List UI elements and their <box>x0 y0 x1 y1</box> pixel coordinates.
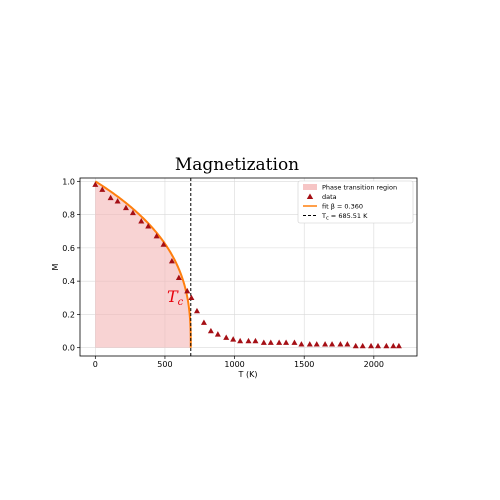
data-point <box>145 223 152 229</box>
x-tick-label: 0 <box>93 360 98 369</box>
fit-curve-layer <box>94 180 192 348</box>
data-point <box>153 233 160 239</box>
x-axis-ticks: 0 500 1000 1500 2000 <box>93 356 384 369</box>
data-point <box>129 209 136 216</box>
x-axis-label: T (K) <box>238 370 258 379</box>
y-tick-label: 0.2 <box>62 310 75 319</box>
y-tick-label: 0.6 <box>62 244 75 253</box>
legend: Phase transition region data fit β = 0.3… <box>297 180 414 224</box>
data-point <box>383 342 390 349</box>
data-point <box>160 241 167 247</box>
data-point <box>207 327 214 334</box>
legend-swatch-phase-region <box>303 184 317 190</box>
phase-transition-region <box>95 181 191 348</box>
legend-label-data: data <box>322 193 337 201</box>
data-point <box>368 342 375 349</box>
data-point <box>306 341 313 347</box>
data-point <box>168 257 175 264</box>
data-point <box>260 339 267 345</box>
data-point <box>122 204 129 211</box>
data-point <box>298 341 305 347</box>
y-tick-label: 1.0 <box>62 177 75 186</box>
data-point <box>337 341 344 347</box>
legend-marker-data <box>306 193 314 199</box>
data-point <box>395 342 402 349</box>
data-point <box>223 334 230 340</box>
x-tick-label: 2000 <box>364 360 384 369</box>
data-point <box>214 331 221 337</box>
y-axis-label: M <box>51 263 60 270</box>
data-point <box>99 186 106 192</box>
y-tick-label: 0.0 <box>62 344 75 353</box>
legend-label-tc: Tc = 685.51 K <box>321 212 368 222</box>
data-point <box>252 337 259 344</box>
x-tick-label: 500 <box>157 360 172 369</box>
data-point <box>138 218 145 224</box>
plot-frame <box>79 177 418 357</box>
data-point <box>188 294 195 300</box>
data-point <box>184 287 191 294</box>
y-axis-ticks: 0.0 0.2 0.4 0.6 0.8 1.0 <box>62 177 80 353</box>
legend-box <box>297 180 414 224</box>
data-point <box>276 339 283 345</box>
data-point <box>245 337 252 344</box>
data-point <box>107 194 114 201</box>
data-point <box>390 342 397 349</box>
data-point <box>283 339 290 345</box>
data-point <box>175 274 182 281</box>
data-point <box>329 341 336 347</box>
y-tick-label: 0.8 <box>62 211 75 220</box>
chart-title: Magnetization <box>175 155 299 175</box>
data-point <box>92 181 99 187</box>
data-point <box>114 198 121 204</box>
data-point <box>352 342 359 349</box>
legend-label-phase-region: Phase transition region <box>322 184 397 192</box>
data-point <box>230 336 237 342</box>
data-point <box>322 341 329 347</box>
data-point <box>375 342 382 349</box>
x-tick-label: 1000 <box>224 360 244 369</box>
data-point <box>200 319 207 325</box>
x-tick-label: 1500 <box>294 360 314 369</box>
data-points <box>92 181 402 349</box>
data-point <box>291 339 298 345</box>
data-point <box>359 342 366 349</box>
data-point <box>193 307 200 314</box>
data-point <box>237 337 244 344</box>
data-point <box>313 341 320 347</box>
data-point <box>344 341 351 347</box>
phase-region-layer <box>95 181 191 348</box>
y-tick-label: 0.4 <box>62 277 75 286</box>
data-point <box>267 339 274 345</box>
legend-label-fit: fit β = 0.360 <box>322 203 363 211</box>
fit-curve <box>94 180 192 348</box>
